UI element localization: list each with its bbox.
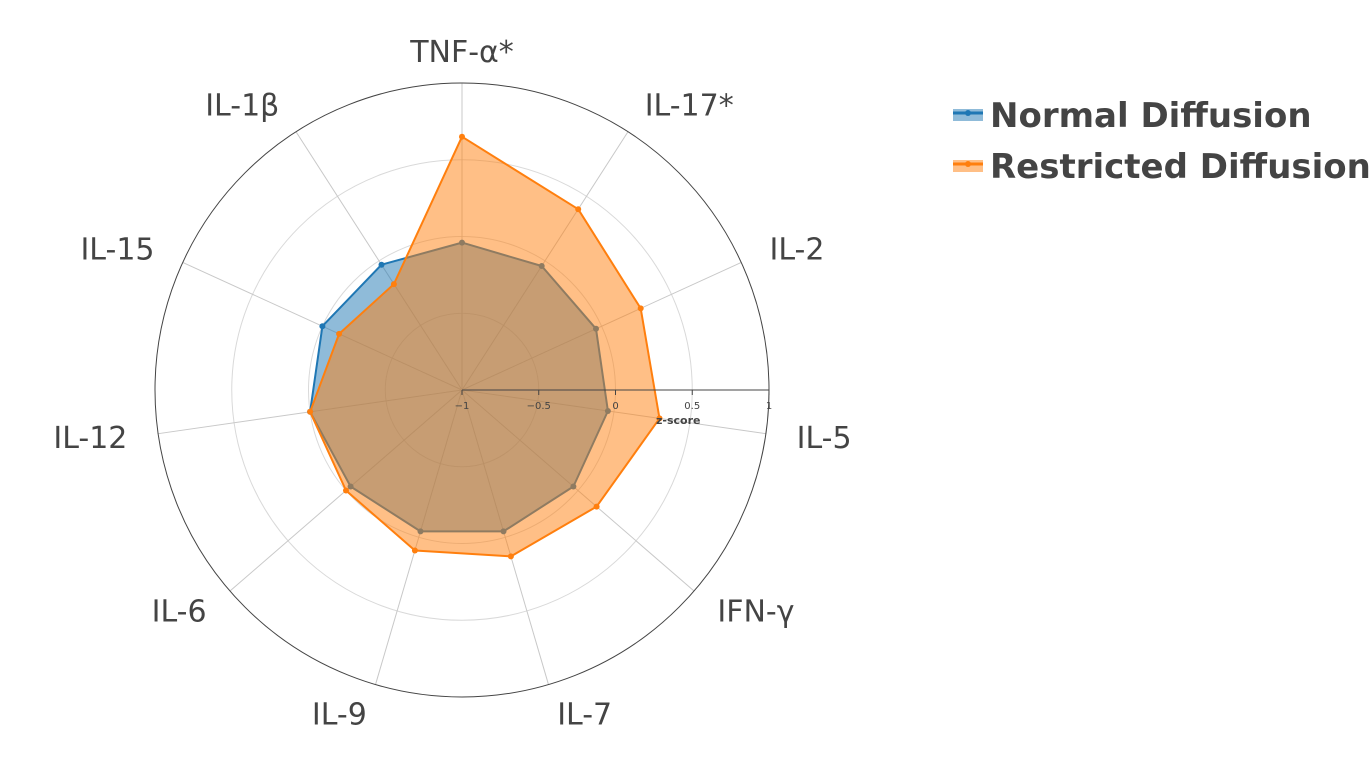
legend-marker-1[interactable] — [965, 161, 971, 167]
category-label: TNF-α* — [409, 35, 514, 70]
legend-marker-0[interactable] — [965, 110, 971, 116]
category-label: IL-6 — [152, 594, 207, 629]
category-label: IL-17* — [645, 89, 734, 124]
data-point-1-2 — [637, 305, 644, 312]
data-point-0-10 — [378, 261, 385, 268]
category-label: IL-1β — [205, 89, 279, 124]
category-label: IL-12 — [53, 421, 127, 456]
radial-tick-label: 1 — [766, 401, 772, 412]
data-point-1-0 — [459, 133, 465, 140]
radial-axis: −1 −0.5 0 0.5 1 z-score — [455, 389, 772, 427]
category-label: IL-7 — [557, 697, 612, 732]
radial-tick-label: −1 — [455, 401, 470, 412]
category-label: IFN-γ — [717, 594, 794, 629]
radial-tick-label: 0 — [612, 401, 618, 412]
data-point-1-3 — [656, 415, 663, 422]
category-label: IL-9 — [312, 697, 367, 732]
data-point-1-7 — [343, 487, 349, 494]
data-point-1-1 — [575, 206, 582, 213]
category-label: IL-2 — [770, 233, 825, 268]
data-point-1-6 — [411, 547, 418, 554]
data-point-1-4 — [593, 503, 600, 510]
category-labels: TNF-α* IL-17* IL-2 IL-5 IFN-γ IL-7 IL-9 IL-6 IL-… — [53, 35, 851, 732]
radial-axis-title: z-score — [656, 414, 700, 427]
legend-item-0[interactable]: Normal Diffusion — [990, 96, 1312, 136]
legend[interactable]: Normal Diffusion Restricted Diffusion — [953, 96, 1369, 187]
data-point-1-8 — [307, 408, 314, 415]
series-area-1 — [309, 135, 661, 558]
data-point-1-10 — [390, 281, 397, 288]
category-label: IL-5 — [797, 421, 852, 456]
data-point-1-9 — [336, 330, 343, 337]
series-layer — [307, 133, 663, 560]
data-point-0-9 — [319, 323, 326, 330]
radial-tick-label: 0.5 — [684, 401, 700, 412]
data-point-1-5 — [507, 553, 514, 560]
category-label: IL-15 — [80, 233, 154, 268]
radial-tick-label: −0.5 — [527, 401, 551, 412]
legend-item-1[interactable]: Restricted Diffusion — [990, 147, 1369, 187]
